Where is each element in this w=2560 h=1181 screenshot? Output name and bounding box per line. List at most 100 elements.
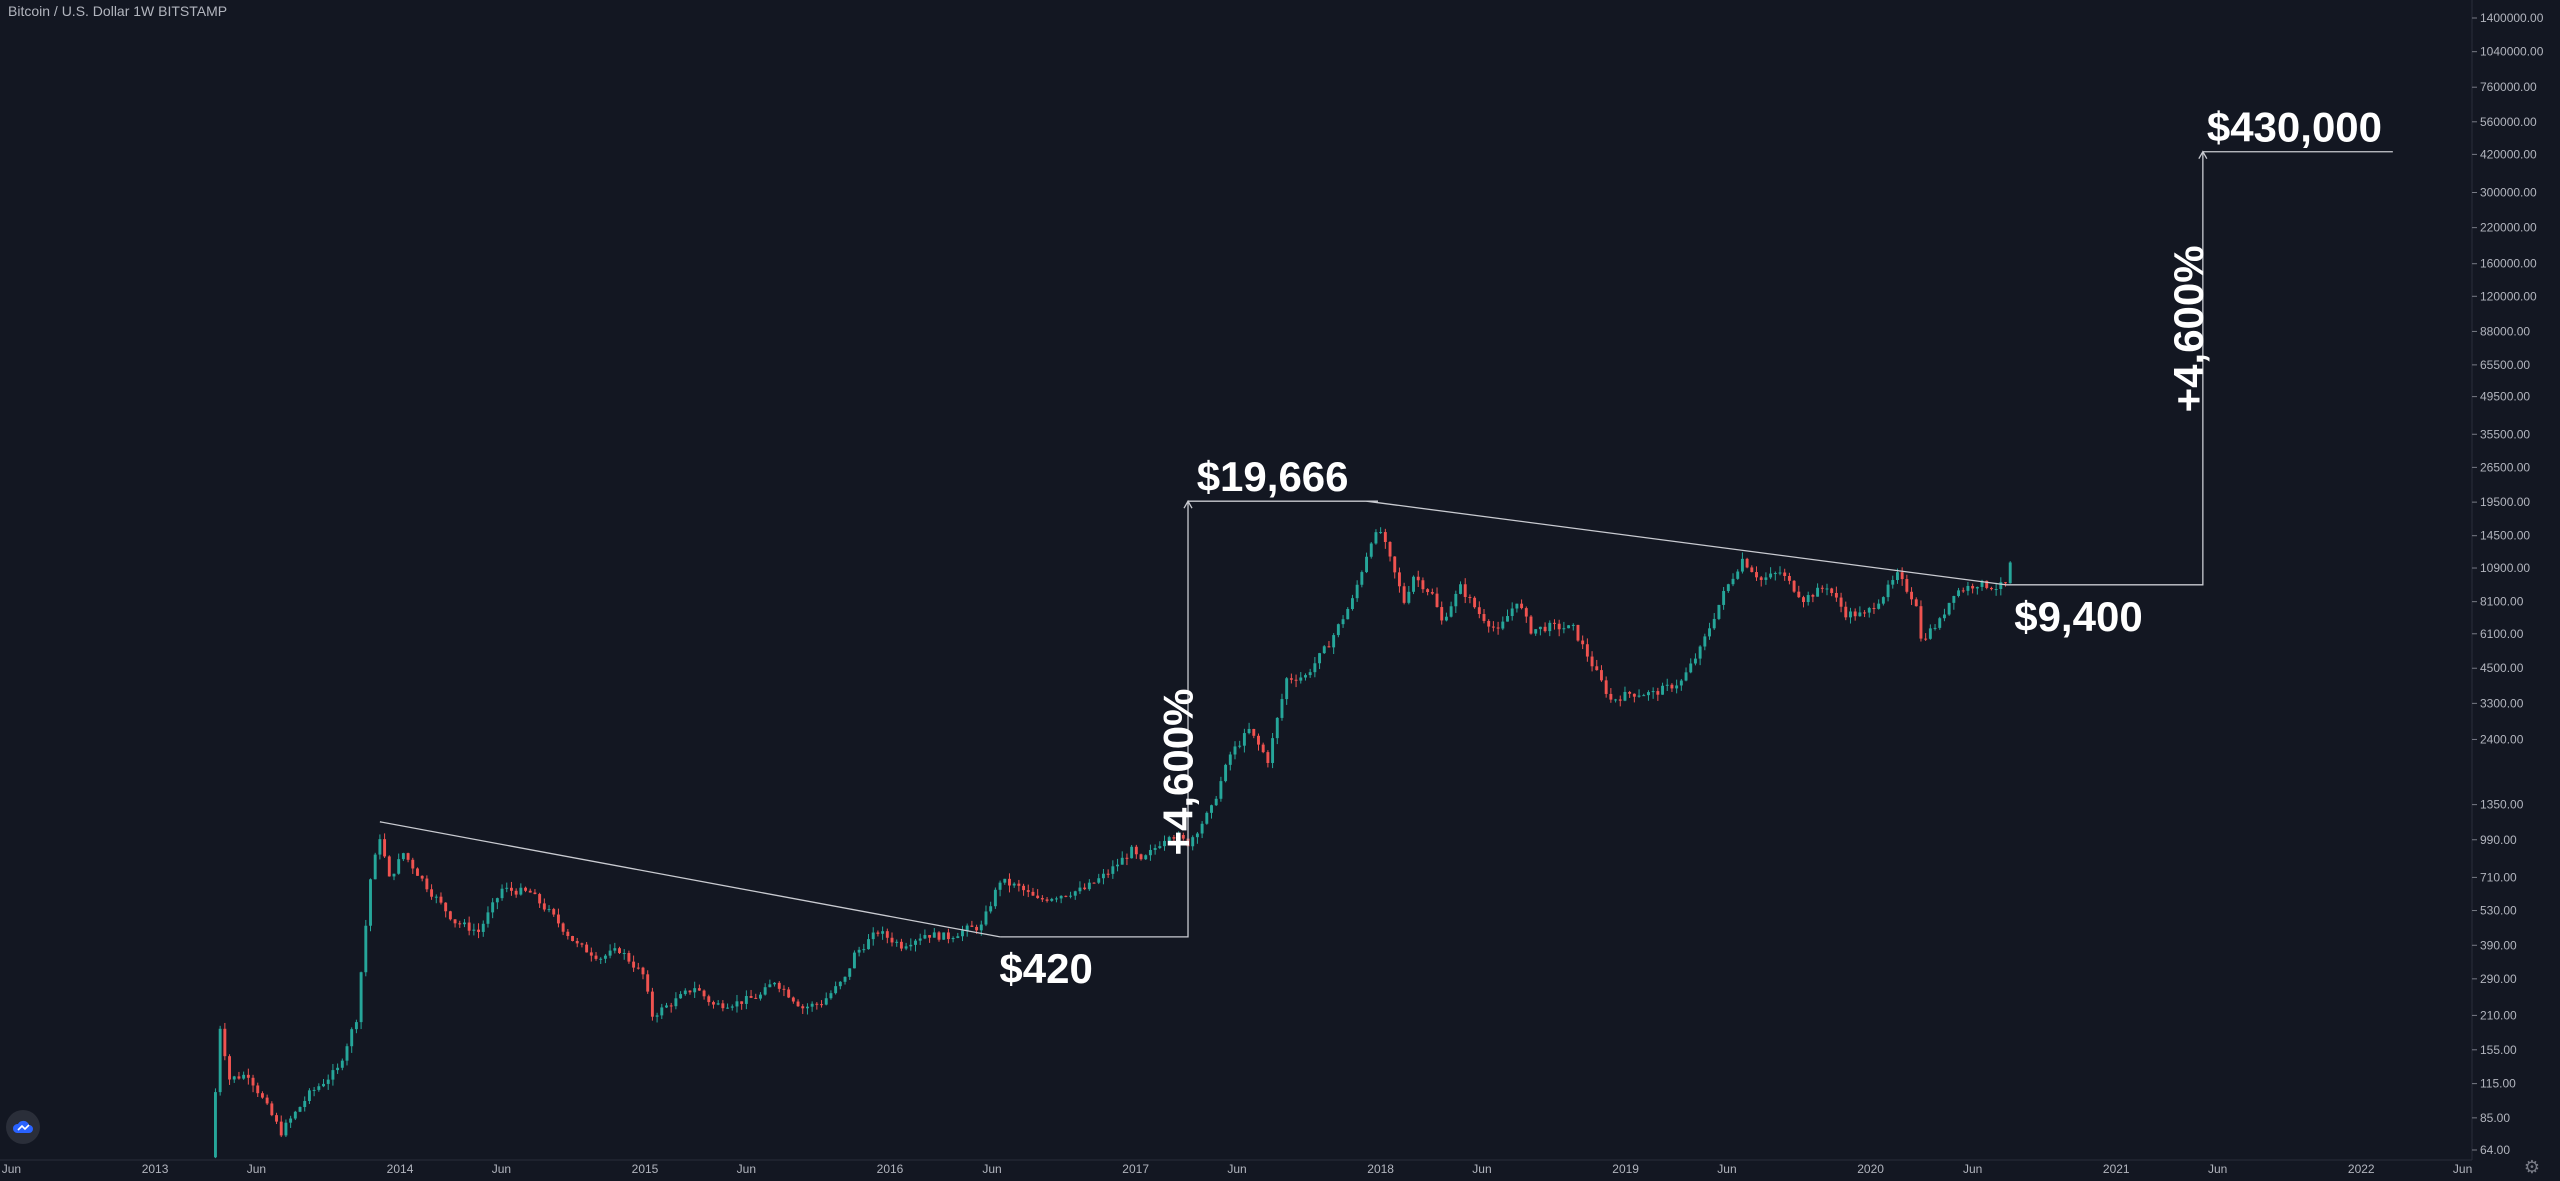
annotation-label[interactable]: +4,600% [1155, 689, 1202, 856]
candle-body [1228, 754, 1232, 765]
annotation-label[interactable]: $420 [999, 945, 1092, 992]
candle-body [1242, 733, 1246, 746]
candle-body [1313, 663, 1317, 673]
candle-body [519, 887, 523, 895]
time-axis[interactable]: Jun 2013 Jun 2014 Jun 2015 Jun 2016 Jun 2017 Jun 20… [0, 1159, 2472, 1176]
candle-body [416, 868, 419, 876]
measure-line[interactable] [1000, 501, 1189, 938]
candle-body [1858, 612, 1862, 617]
measure-line[interactable] [2005, 151, 2204, 586]
price-tick-label: 14500.00 [2480, 529, 2530, 543]
candle-body [1134, 846, 1138, 855]
candle-body [1891, 580, 1895, 585]
candle-body [1379, 532, 1383, 534]
candle-body [1750, 567, 1754, 573]
candle-body [1524, 608, 1528, 617]
candle-body [613, 948, 617, 951]
candle-body [904, 946, 908, 949]
candle-body [801, 1006, 805, 1009]
candle-body [509, 887, 513, 891]
candle-body [1383, 532, 1387, 543]
annotation-label[interactable]: $9,400 [2014, 593, 2142, 640]
candle-body [279, 1121, 283, 1136]
candle-body [1971, 585, 1975, 589]
candle-body [524, 887, 527, 891]
candle-body [1257, 735, 1260, 745]
candle-body [1059, 895, 1063, 899]
candle-body [1693, 658, 1697, 664]
candle-body [1881, 597, 1885, 604]
candle-body [1896, 572, 1899, 581]
price-tick-label: 290.00 [2480, 972, 2517, 986]
candle-body [857, 949, 861, 953]
candle-body [392, 873, 396, 877]
candles-layer [213, 527, 2012, 1159]
candle-body [1553, 622, 1556, 624]
candle-body [1769, 573, 1773, 578]
candle-body [1430, 592, 1434, 594]
cloud-logo-icon[interactable] [6, 1110, 40, 1144]
time-tick-label: Jun [737, 1162, 756, 1176]
candle-body [627, 953, 631, 962]
candle-body [1294, 679, 1298, 681]
candle-body [669, 1005, 673, 1007]
time-tick-label: 2016 [877, 1162, 904, 1176]
candle-body [1745, 558, 1749, 568]
price-tick-label: 4500.00 [2480, 661, 2524, 675]
candle-body [928, 935, 932, 938]
candle-body [430, 889, 434, 897]
candle-body [467, 922, 471, 931]
candle-body [1444, 616, 1448, 621]
candle-body [951, 937, 955, 940]
candle-body [1736, 571, 1740, 579]
candle-body [1111, 866, 1115, 874]
trend-line[interactable] [1366, 500, 2006, 586]
candle-body [1543, 626, 1547, 632]
candle-body [1975, 586, 1979, 589]
candle-body [909, 944, 913, 947]
candle-body [646, 974, 650, 992]
candle-body [1487, 620, 1491, 627]
annotation-label[interactable]: +4,600% [2165, 245, 2212, 412]
candle-body [805, 1006, 809, 1009]
trend-line[interactable] [379, 821, 1001, 938]
candle-body [594, 955, 598, 959]
candle-body [1365, 556, 1369, 573]
candle-body [213, 1092, 217, 1158]
candle-body [1506, 616, 1509, 622]
annotation-label[interactable]: $19,666 [1197, 453, 1349, 500]
price-tick-label: 155.00 [2480, 1043, 2517, 1057]
candle-body [556, 914, 560, 924]
candle-body [1900, 572, 1904, 580]
candle-body [1195, 833, 1199, 838]
candle-body [1261, 744, 1265, 753]
candle-body [599, 958, 603, 960]
candle-body [364, 925, 368, 973]
candle-body [1806, 595, 1810, 603]
symbol-title[interactable]: Bitcoin / U.S. Dollar 1W BITSTAMP [8, 3, 228, 19]
candle-body [1703, 636, 1707, 647]
candle-body [533, 892, 537, 895]
candle-body [655, 1015, 659, 1017]
candle-body [542, 903, 546, 910]
candle-body [975, 926, 979, 931]
price-tick-label: 1350.00 [2480, 798, 2524, 812]
candle-body [1651, 691, 1655, 693]
time-tick-label: Jun [1227, 1162, 1246, 1176]
candle-body [439, 896, 443, 903]
time-tick-label: 2014 [387, 1162, 414, 1176]
candle-body [514, 890, 518, 895]
candle-body [1947, 602, 1951, 615]
time-tick-label: Jun [2208, 1162, 2227, 1176]
gear-icon[interactable]: ⚙ [2523, 1157, 2540, 1178]
candle-body [1238, 745, 1242, 747]
annotation-label[interactable]: $430,000 [2207, 104, 2382, 151]
price-axis[interactable]: 1400000.00 1040000.00 760000.00 560000.00 42… [2471, 0, 2544, 1160]
candle-body [585, 944, 589, 953]
candle-body [481, 923, 485, 932]
candle-body [1233, 746, 1237, 755]
candle-body [1040, 898, 1044, 900]
